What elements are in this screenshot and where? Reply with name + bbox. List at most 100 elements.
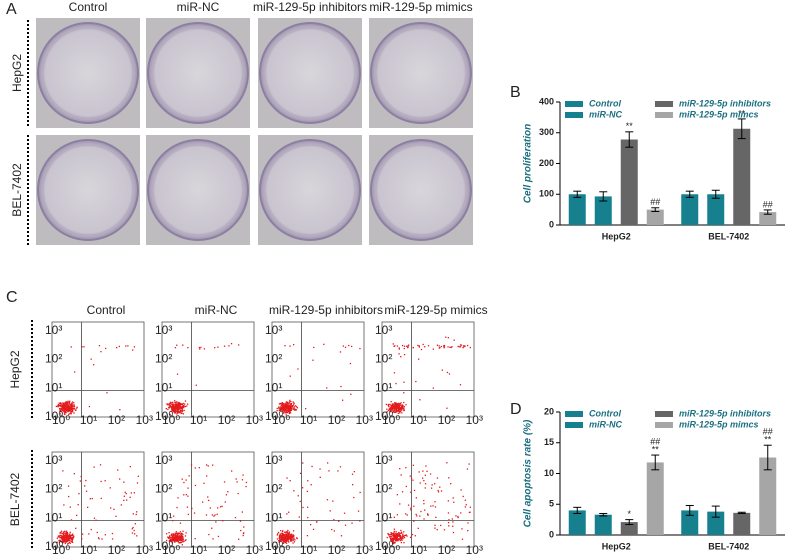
- event-dot: [450, 346, 452, 349]
- event-dot: [392, 534, 394, 536]
- event-dot: [290, 534, 292, 536]
- event-dot: [460, 344, 463, 346]
- event-dot: [180, 538, 183, 540]
- event-dot: [65, 408, 68, 410]
- event-dot: [281, 537, 283, 539]
- event-dot: [418, 345, 420, 347]
- event-dot: [427, 514, 429, 516]
- legend-label: miR-129-5p mimcs: [679, 419, 759, 429]
- event-dot: [286, 405, 288, 407]
- event-dot: [296, 537, 298, 539]
- event-dot: [131, 532, 134, 534]
- event-dot: [280, 404, 283, 406]
- event-dot: [461, 538, 464, 540]
- event-dot: [90, 528, 92, 531]
- event-dot: [200, 346, 202, 349]
- event-dot: [436, 344, 439, 346]
- event-dot: [283, 534, 285, 536]
- event-dot: [63, 536, 65, 538]
- event-dot: [60, 404, 62, 406]
- event-dot: [64, 413, 66, 416]
- event-dot: [171, 541, 173, 543]
- event-dot: [285, 405, 287, 407]
- event-dot: [402, 405, 404, 407]
- event-dot: [170, 534, 173, 536]
- event-dot: [241, 479, 244, 481]
- event-dot: [172, 410, 174, 412]
- event-dot: [70, 410, 72, 412]
- event-dot: [393, 403, 395, 405]
- event-dot: [60, 402, 62, 404]
- axis-tick-label: 10²: [108, 413, 125, 427]
- event-dot: [393, 533, 395, 535]
- event-dot: [67, 409, 70, 411]
- event-dot: [292, 534, 294, 536]
- event-dot: [276, 407, 278, 410]
- event-dot: [291, 533, 293, 535]
- event-dot: [287, 538, 289, 540]
- event-dot: [461, 528, 463, 530]
- event-dot: [400, 407, 403, 409]
- event-dot: [284, 538, 286, 540]
- event-dot: [55, 405, 57, 408]
- legend-swatch: [655, 101, 673, 107]
- plot-frame: [381, 451, 475, 548]
- column-header: Control: [69, 0, 108, 14]
- event-dot: [413, 505, 415, 507]
- event-dot: [448, 373, 451, 375]
- event-dot: [167, 408, 169, 411]
- event-dot: [402, 538, 404, 540]
- event-dot: [68, 495, 70, 498]
- event-dot: [287, 410, 289, 413]
- event-dot: [283, 404, 285, 406]
- significance-mark: ##: [763, 199, 773, 209]
- event-dot: [61, 536, 64, 538]
- event-dot: [170, 405, 172, 407]
- event-dot: [286, 539, 288, 541]
- event-dot: [238, 344, 240, 346]
- event-dot: [178, 542, 180, 544]
- event-dot: [69, 405, 71, 408]
- event-dot: [111, 538, 114, 540]
- column-header: miR-129-5p inhibitors: [269, 303, 383, 317]
- event-dot: [399, 537, 401, 540]
- event-dot: [175, 401, 177, 404]
- axis-tick-label: 10²: [108, 543, 125, 557]
- event-dot: [403, 401, 405, 404]
- event-dot: [174, 400, 176, 402]
- event-dot: [312, 528, 315, 530]
- event-dot: [169, 537, 171, 539]
- event-dot: [60, 534, 62, 537]
- event-dot: [63, 407, 65, 409]
- legend-swatch: [655, 422, 673, 428]
- event-dot: [182, 405, 185, 407]
- event-dot: [415, 497, 417, 499]
- event-dot: [391, 404, 393, 407]
- event-dot: [298, 516, 300, 518]
- event-dot: [333, 519, 335, 521]
- event-dot: [165, 408, 167, 410]
- event-dot: [332, 500, 334, 502]
- event-dot: [391, 408, 393, 410]
- event-dot: [179, 404, 182, 406]
- event-dot: [386, 408, 388, 410]
- event-dot: [65, 405, 68, 408]
- event-dot: [172, 409, 174, 411]
- event-dot: [463, 345, 465, 347]
- event-dot: [71, 406, 73, 409]
- event-dot: [68, 405, 70, 407]
- event-dot: [412, 464, 414, 466]
- axis-tick-label: 10³: [45, 323, 62, 337]
- event-dot: [178, 412, 180, 414]
- event-dot: [175, 402, 177, 405]
- event-dot: [387, 409, 390, 412]
- event-dot: [71, 537, 74, 540]
- event-dot: [409, 536, 412, 538]
- event-dot: [398, 404, 401, 406]
- event-dot: [466, 468, 469, 470]
- row-label: BEL-7402: [8, 472, 22, 526]
- event-dot: [184, 535, 187, 537]
- event-dot: [353, 496, 355, 499]
- event-dot: [451, 346, 453, 348]
